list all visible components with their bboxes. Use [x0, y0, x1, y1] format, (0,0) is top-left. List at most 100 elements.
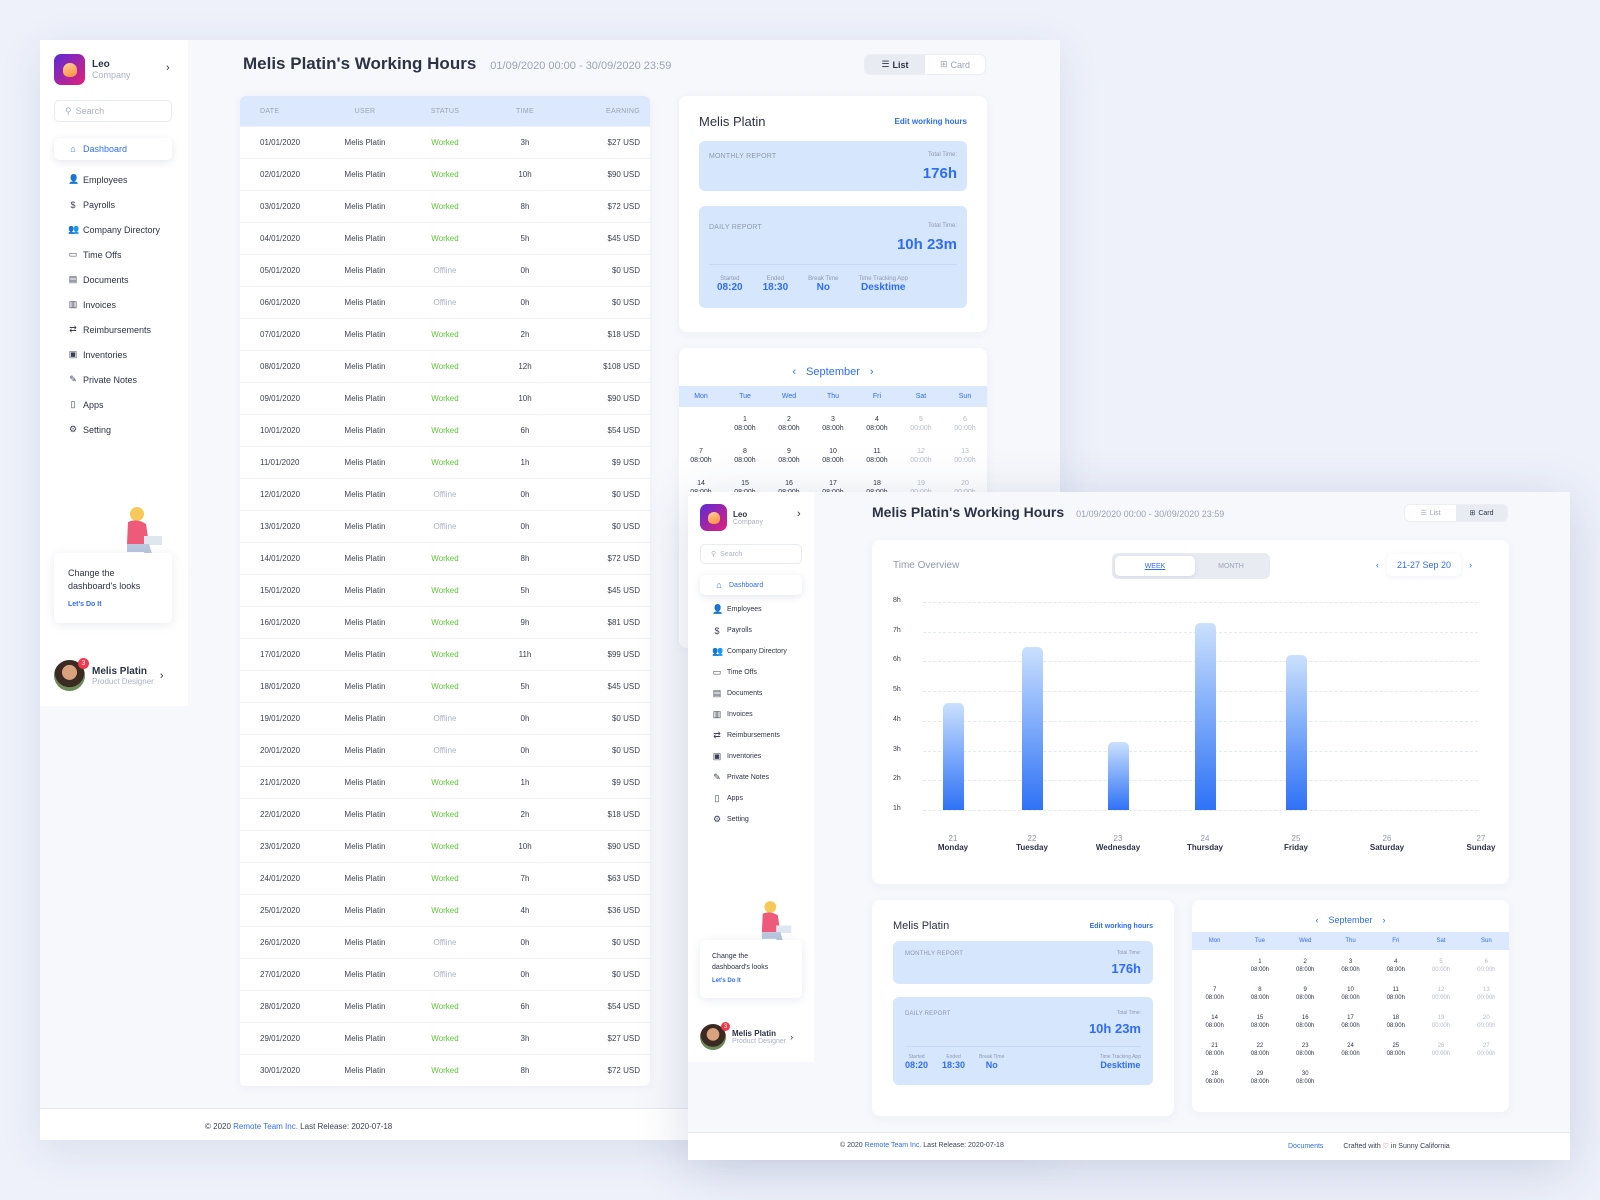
table-row[interactable]: 20/01/2020 Melis Platin Offline 0h $0 USD	[240, 734, 650, 766]
calendar-day[interactable]: 2 08:00h	[767, 407, 811, 439]
calendar-day[interactable]: 13 00:00h	[1464, 978, 1509, 1006]
sidebar-item-dashboard[interactable]: ⌂ Dashboard	[54, 138, 172, 160]
table-row[interactable]: 26/01/2020 Melis Platin Offline 0h $0 USD	[240, 926, 650, 958]
chevron-right-icon[interactable]: ›	[797, 508, 801, 520]
table-row[interactable]: 21/01/2020 Melis Platin Worked 1h $9 USD	[240, 766, 650, 798]
table-row[interactable]: 30/01/2020 Melis Platin Worked 8h $72 USD	[240, 1054, 650, 1086]
column-header-user[interactable]: USER	[354, 107, 376, 115]
table-row[interactable]: 25/01/2020 Melis Platin Worked 4h $36 USD	[240, 894, 650, 926]
calendar-day[interactable]: 19 00:00h	[1418, 1006, 1463, 1034]
table-row[interactable]: 12/01/2020 Melis Platin Offline 0h $0 USD	[240, 478, 650, 510]
table-row[interactable]: 18/01/2020 Melis Platin Worked 5h $45 USD	[240, 670, 650, 702]
table-row[interactable]: 28/01/2020 Melis Platin Worked 6h $54 USD	[240, 990, 650, 1022]
calendar-day[interactable]: 26 00:00h	[1418, 1034, 1463, 1062]
table-row[interactable]: 11/01/2020 Melis Platin Worked 1h $9 USD	[240, 446, 650, 478]
card-view-button[interactable]: ⊞ Card	[1456, 505, 1507, 521]
sidebar-item-company-directory[interactable]: 👥 Company Directory	[700, 641, 802, 662]
bar-monday[interactable]	[943, 703, 964, 810]
sidebar-item-inventories[interactable]: ▣ Inventories	[54, 342, 172, 367]
calendar-day[interactable]: 4 08:00h	[1373, 950, 1418, 978]
table-row[interactable]: 01/01/2020 Melis Platin Worked 3h $27 USD	[240, 126, 650, 158]
bar-thursday[interactable]	[1195, 622, 1216, 810]
calendar-day[interactable]: 12 00:00h	[899, 439, 943, 471]
calendar-day[interactable]: 14 08:00h	[1192, 1006, 1237, 1034]
sidebar-item-reimbursements[interactable]: ⇄ Reimbursements	[54, 317, 172, 342]
week-tab[interactable]: WEEK	[1115, 556, 1195, 576]
edit-working-hours-link[interactable]: Edit working hours	[1089, 922, 1153, 930]
card-view-button[interactable]: ⊞ Card	[939, 59, 971, 70]
next-month-button[interactable]: ›	[869, 366, 874, 378]
calendar-day[interactable]: 25 08:00h	[1373, 1034, 1418, 1062]
sidebar-item-inventories[interactable]: ▣ Inventories	[700, 746, 802, 767]
calendar-day[interactable]: 23 08:00h	[1283, 1034, 1328, 1062]
chevron-right-icon[interactable]: ›	[159, 669, 164, 682]
documents-link[interactable]: Documents	[1288, 1143, 1324, 1150]
prev-month-button[interactable]: ‹	[792, 366, 797, 378]
table-row[interactable]: 16/01/2020 Melis Platin Worked 9h $81 USD	[240, 606, 650, 638]
calendar-day[interactable]: 12 00:00h	[1418, 978, 1463, 1006]
list-view-button[interactable]: ☰ List	[865, 55, 925, 74]
calendar-day[interactable]: 8 08:00h	[723, 439, 767, 471]
table-row[interactable]: 09/01/2020 Melis Platin Worked 10h $90 USD	[240, 382, 650, 414]
column-header-date[interactable]: DATE	[260, 107, 280, 115]
sidebar-item-documents[interactable]: ▤ Documents	[54, 267, 172, 292]
sidebar-item-dashboard[interactable]: ⌂ Dashboard	[700, 575, 802, 595]
calendar-day[interactable]: 5 00:00h	[1418, 950, 1463, 978]
calendar-day[interactable]: 5 00:00h	[899, 407, 943, 439]
calendar-day[interactable]: 29 08:00h	[1237, 1062, 1282, 1090]
calendar-day[interactable]: 7 08:00h	[679, 439, 723, 471]
lets-do-it-link[interactable]: Let's Do It	[712, 978, 741, 984]
sidebar-item-reimbursements[interactable]: ⇄ Reimbursements	[700, 725, 802, 746]
prev-month-button[interactable]: ‹	[1315, 915, 1319, 925]
calendar-day[interactable]: 30 08:00h	[1283, 1062, 1328, 1090]
sidebar-item-invoices[interactable]: ▥ Invoices	[700, 704, 802, 725]
table-row[interactable]: 24/01/2020 Melis Platin Worked 7h $63 USD	[240, 862, 650, 894]
table-row[interactable]: 15/01/2020 Melis Platin Worked 5h $45 USD	[240, 574, 650, 606]
sidebar-item-setting[interactable]: ⚙ Setting	[700, 809, 802, 830]
calendar-day[interactable]: 1 08:00h	[1237, 950, 1282, 978]
week-range[interactable]: 21-27 Sep 20	[1387, 554, 1462, 576]
next-week-button[interactable]: ›	[1469, 560, 1473, 570]
sidebar-item-private-notes[interactable]: ✎ Private Notes	[700, 767, 802, 788]
calendar-day[interactable]: 3 08:00h	[811, 407, 855, 439]
sidebar-item-private-notes[interactable]: ✎ Private Notes	[54, 367, 172, 392]
calendar-day[interactable]: 10 08:00h	[1328, 978, 1373, 1006]
column-header-status[interactable]: STATUS	[430, 107, 460, 115]
calendar-day[interactable]: 16 08:00h	[1283, 1006, 1328, 1034]
sidebar-item-apps[interactable]: ▯ Apps	[54, 392, 172, 417]
calendar-day[interactable]: 11 08:00h	[1373, 978, 1418, 1006]
table-row[interactable]: 06/01/2020 Melis Platin Offline 0h $0 USD	[240, 286, 650, 318]
calendar-day[interactable]: 9 08:00h	[1283, 978, 1328, 1006]
company-switcher[interactable]: Leo Company	[700, 504, 763, 531]
calendar-day[interactable]: 8 08:00h	[1237, 978, 1282, 1006]
calendar-day[interactable]: 6 00:00h	[1464, 950, 1509, 978]
calendar-day[interactable]: 10 08:00h	[811, 439, 855, 471]
next-month-button[interactable]: ›	[1382, 915, 1386, 925]
sidebar-item-setting[interactable]: ⚙ Setting	[54, 417, 172, 442]
table-row[interactable]: 08/01/2020 Melis Platin Worked 12h $108 USD	[240, 350, 650, 382]
table-row[interactable]: 02/01/2020 Melis Platin Worked 10h $90 USD	[240, 158, 650, 190]
sidebar-item-time-offs[interactable]: ▭ Time Offs	[54, 242, 172, 267]
lets-do-it-link[interactable]: Let's Do It	[68, 601, 102, 608]
table-row[interactable]: 03/01/2020 Melis Platin Worked 8h $72 USD	[240, 190, 650, 222]
table-row[interactable]: 22/01/2020 Melis Platin Worked 2h $18 USD	[240, 798, 650, 830]
sidebar-item-employees[interactable]: 👤 Employees	[54, 167, 172, 192]
chevron-right-icon[interactable]: ›	[790, 1032, 794, 1042]
calendar-day[interactable]: 11 08:00h	[855, 439, 899, 471]
calendar-day[interactable]: 9 08:00h	[767, 439, 811, 471]
column-header-earning[interactable]: EARNING	[606, 107, 640, 115]
list-view-button[interactable]: ☰ List	[1420, 509, 1441, 518]
sidebar-item-apps[interactable]: ▯ Apps	[700, 788, 802, 809]
prev-week-button[interactable]: ‹	[1376, 560, 1379, 570]
calendar-day[interactable]: 15 08:00h	[1237, 1006, 1282, 1034]
calendar-day[interactable]: 18 08:00h	[1373, 1006, 1418, 1034]
sidebar-item-payrolls[interactable]: $ Payrolls	[700, 620, 802, 641]
calendar-day[interactable]: 22 08:00h	[1237, 1034, 1282, 1062]
sidebar-item-invoices[interactable]: ▥ Invoices	[54, 292, 172, 317]
company-switcher[interactable]: Leo Company	[54, 54, 131, 85]
sidebar-item-documents[interactable]: ▤ Documents	[700, 683, 802, 704]
calendar-day[interactable]: 24 08:00h	[1328, 1034, 1373, 1062]
company-link[interactable]: Remote Team Inc.	[864, 1142, 922, 1149]
calendar-day[interactable]: 13 00:00h	[943, 439, 987, 471]
company-link[interactable]: Remote Team Inc.	[233, 1122, 298, 1131]
